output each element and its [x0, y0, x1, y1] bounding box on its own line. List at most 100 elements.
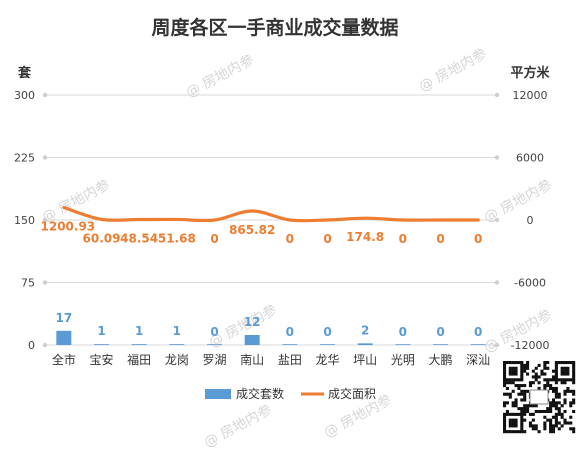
- bar: [320, 344, 335, 345]
- qr-module: [520, 378, 524, 382]
- qr-module: [514, 369, 518, 373]
- qr-module: [546, 384, 550, 388]
- qr-module: [540, 369, 544, 373]
- qr-module: [549, 418, 553, 422]
- qr-module: [551, 398, 556, 402]
- qr-module: [569, 361, 573, 365]
- qr-module: [543, 378, 547, 382]
- qr-module: [554, 407, 558, 411]
- bar: [470, 344, 486, 345]
- qr-module: [549, 421, 553, 425]
- qr-module: [566, 386, 570, 390]
- qr-module: [520, 430, 524, 434]
- qr-module: [503, 361, 507, 365]
- watermark-text: @ 房地内参: [481, 176, 555, 226]
- qr-module: [557, 427, 561, 431]
- qr-module: [551, 375, 556, 379]
- qr-module: [572, 375, 576, 379]
- x-tick-label: 光明: [391, 353, 415, 367]
- qr-module: [508, 430, 512, 434]
- qr-module: [554, 369, 558, 373]
- qr-module: [511, 372, 515, 376]
- line-value-label: 1200.93: [41, 219, 96, 233]
- qr-module: [563, 369, 567, 373]
- right-axis-unit: 平方米: [510, 65, 550, 81]
- grid-dot: [494, 280, 500, 285]
- qr-module: [554, 424, 558, 428]
- qr-module: [572, 381, 576, 385]
- line-value-label: 865.82: [229, 223, 275, 237]
- qr-module: [543, 363, 547, 367]
- qr-module: [557, 407, 561, 411]
- qr-module: [554, 421, 558, 425]
- qr-module: [505, 381, 509, 385]
- legend-label: 成交面积: [328, 386, 376, 401]
- qr-module: [546, 378, 550, 382]
- qr-module: [514, 366, 518, 370]
- qr-module: [514, 372, 518, 376]
- qr-module: [557, 421, 561, 425]
- bar: [357, 343, 373, 345]
- qr-module: [531, 381, 535, 385]
- qr-module: [569, 427, 573, 431]
- watermark-text: @ 房地内参: [183, 51, 257, 101]
- qr-module: [537, 430, 541, 434]
- qr-module: [526, 404, 530, 408]
- bar-value-label: 0: [323, 325, 331, 339]
- qr-module: [520, 361, 524, 365]
- qr-module: [511, 366, 515, 370]
- x-tick-label: 坪山: [353, 353, 377, 367]
- x-tick-label: 大鹏: [428, 353, 452, 367]
- watermark-text: @ 房地内参: [416, 45, 490, 95]
- qr-module: [531, 404, 535, 408]
- qr-module: [531, 369, 535, 373]
- qr-module: [520, 372, 524, 376]
- qr-module: [554, 386, 558, 390]
- qr-module: [572, 409, 576, 414]
- qr-module: [514, 430, 518, 434]
- qr-module: [566, 389, 570, 393]
- qr-module: [505, 386, 509, 390]
- qr-module: [563, 418, 567, 422]
- x-tick-label: 深汕: [466, 353, 490, 367]
- qr-module: [523, 409, 527, 414]
- y-right-tick-label: -6000: [514, 277, 546, 290]
- qr-module: [523, 369, 527, 373]
- qr-module: [572, 401, 576, 405]
- qr-module: [520, 424, 524, 428]
- bar-value-label: 0: [436, 325, 444, 339]
- qr-module: [526, 361, 530, 365]
- line-value-label: 0: [436, 232, 444, 246]
- qr-module: [528, 421, 532, 425]
- qr-module: [508, 412, 512, 416]
- qr-module: [503, 404, 507, 408]
- x-tick-label: 南山: [240, 352, 264, 367]
- bar-value-label: 1: [135, 324, 143, 338]
- y-left-tick-label: 0: [28, 339, 35, 352]
- qr-module: [549, 404, 553, 408]
- y-left-tick-label: 225: [14, 152, 35, 165]
- qr-module: [569, 401, 573, 405]
- qr-module: [503, 375, 507, 379]
- qr-module: [520, 421, 524, 425]
- qr-module: [514, 421, 518, 425]
- qr-module: [534, 427, 538, 431]
- qr-module: [523, 395, 527, 399]
- qr-module: [554, 404, 558, 408]
- qr-module: [560, 415, 564, 419]
- qr-module: [537, 386, 541, 390]
- qr-module: [543, 415, 547, 419]
- qr-module: [554, 395, 558, 399]
- bar-value-label: 0: [286, 325, 294, 339]
- qr-module: [534, 404, 538, 408]
- qr-module: [563, 421, 567, 425]
- qr-module: [549, 430, 553, 434]
- qr-module: [517, 392, 521, 396]
- qr-module: [549, 401, 553, 405]
- qr-module: [514, 424, 518, 428]
- line-value-label: 174.8: [346, 230, 384, 244]
- line-value-label: 0: [210, 232, 218, 246]
- qr-module: [528, 412, 532, 416]
- qr-module: [560, 412, 564, 416]
